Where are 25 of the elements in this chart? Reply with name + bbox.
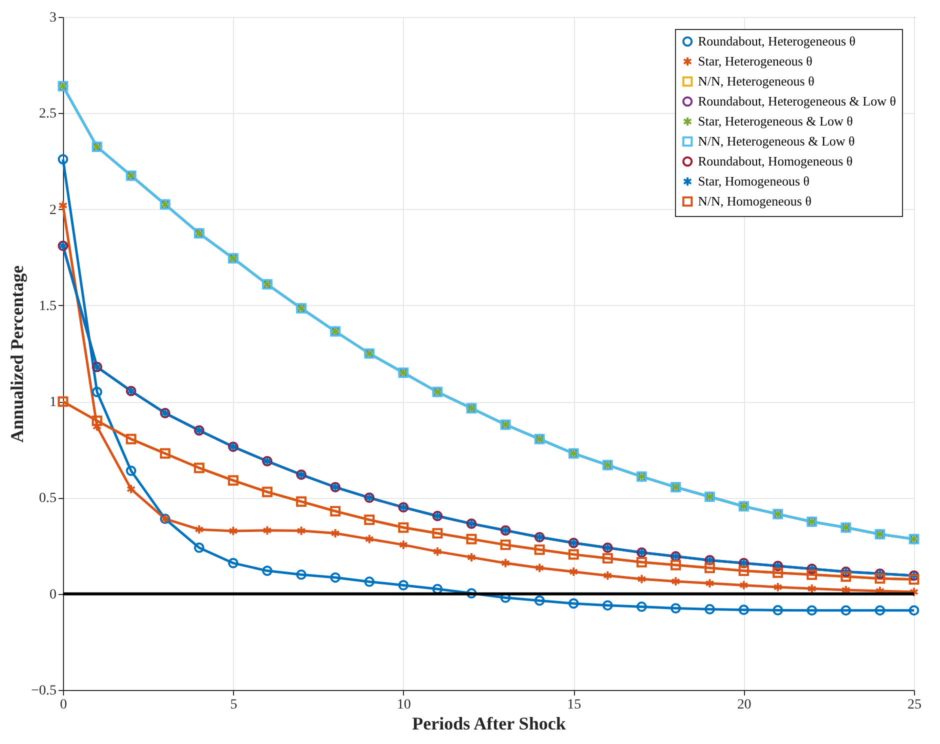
legend-label: N/N, Heterogeneous & Low θ (698, 134, 855, 148)
x-tick-label: 15 (567, 698, 582, 712)
x-tick-label: 25 (908, 698, 922, 712)
y-tick-label: 0 (50, 587, 56, 602)
legend-label: Star, Homogeneous θ (698, 174, 810, 188)
y-tick-label: 0.5 (39, 491, 56, 506)
y-tick-label: 1.5 (39, 298, 56, 314)
y-axis-title: Annualized Percentage (7, 265, 28, 443)
legend-label: Roundabout, Heterogeneous & Low θ (698, 94, 896, 108)
legend-label: Roundabout, Homogeneous θ (698, 154, 853, 168)
x-tick-label: 10 (396, 698, 411, 712)
x-tick-label: 0 (60, 698, 67, 712)
x-axis-title: Periods After Shock (412, 714, 566, 734)
legend-label: N/N, Homogeneous θ (698, 194, 812, 208)
x-tick-label: 5 (230, 698, 238, 712)
legend-label: Roundabout, Heterogeneous θ (698, 34, 856, 48)
y-tick-label: 3 (50, 10, 56, 26)
y-tick-label: 1 (50, 395, 56, 410)
x-tick-label: 20 (737, 698, 752, 712)
y-tick-label: −0.5 (31, 684, 56, 698)
legend-label: Star, Heterogeneous θ (698, 54, 812, 68)
legend-label: Star, Heterogeneous & Low θ (698, 114, 853, 128)
legend-label: N/N, Heterogeneous θ (698, 74, 814, 88)
y-tick-label: 2.5 (39, 106, 56, 122)
y-tick-label: 2 (50, 202, 56, 218)
